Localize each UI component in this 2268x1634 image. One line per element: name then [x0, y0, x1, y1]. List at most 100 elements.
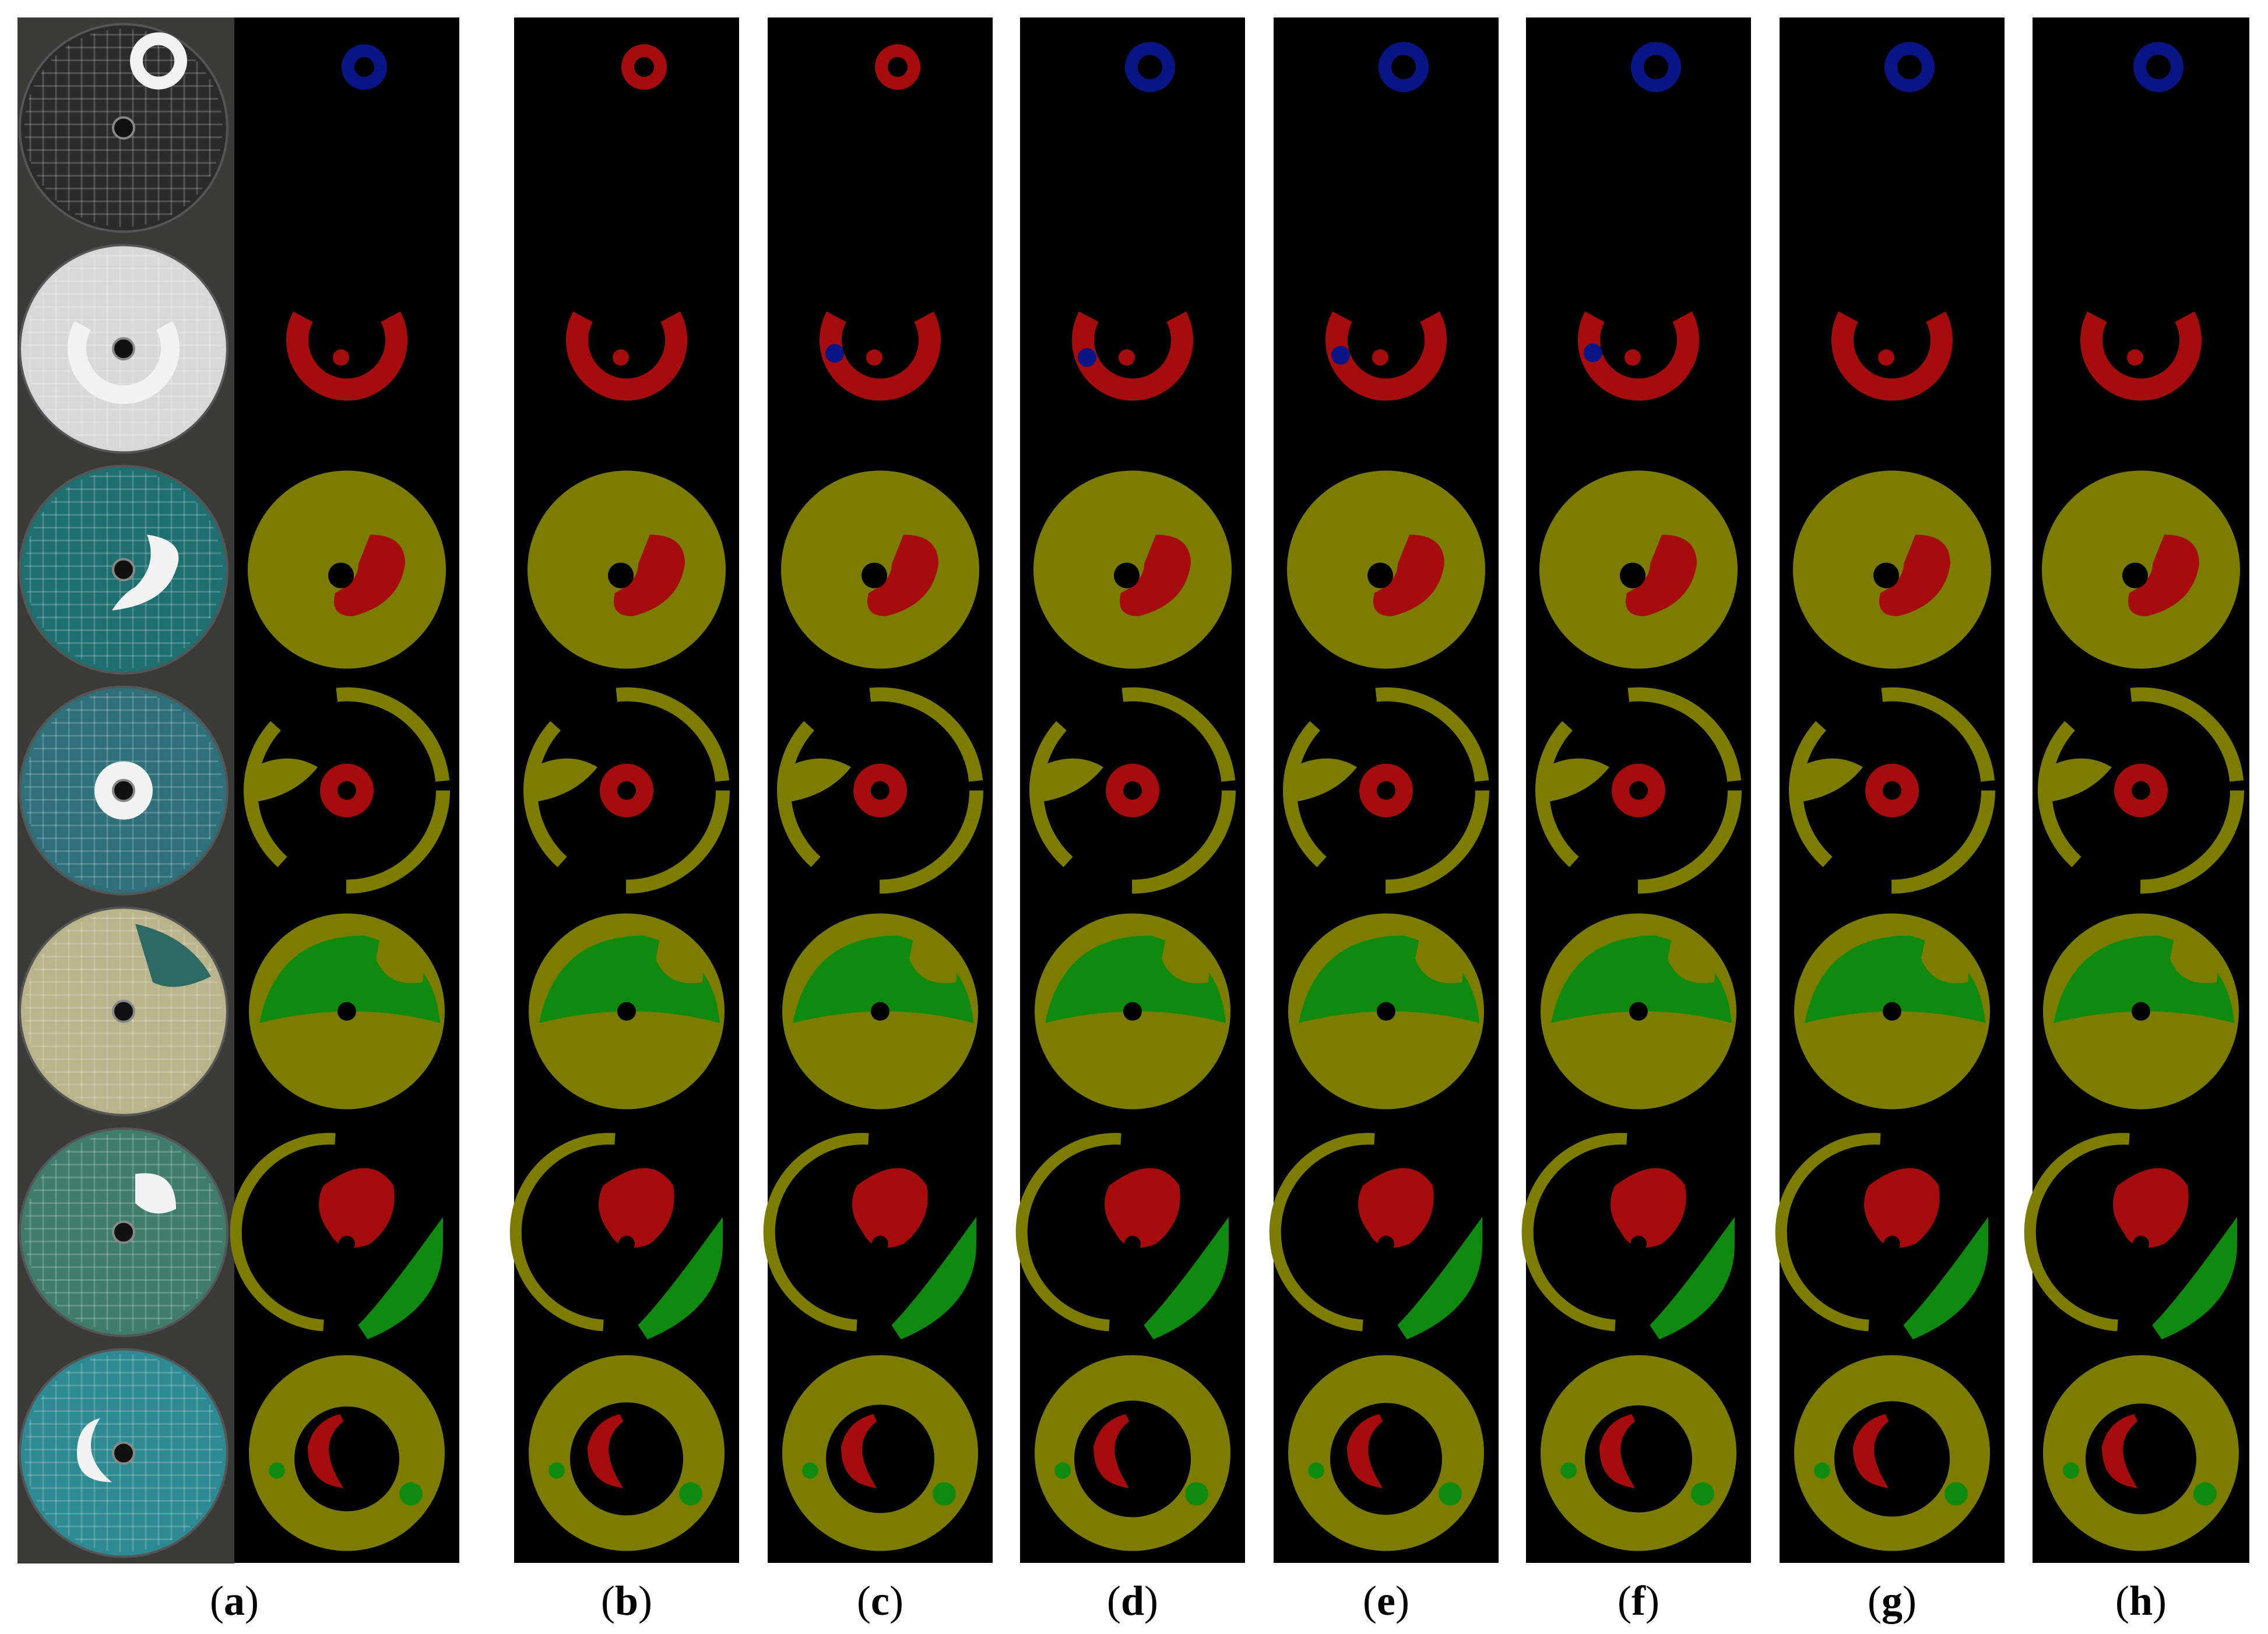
red-region	[1120, 534, 1191, 617]
green-region	[933, 1482, 956, 1506]
olive-wedge-region	[787, 758, 851, 802]
hub-hole	[1367, 562, 1393, 589]
panel-label-e: (e)	[1363, 1577, 1409, 1624]
red-region	[334, 534, 405, 617]
green-region	[1691, 1482, 1714, 1506]
blue-artifact	[1331, 346, 1350, 365]
hub-hole	[1629, 1002, 1648, 1021]
olive-wedge-region	[254, 758, 318, 802]
green-region	[548, 1462, 565, 1479]
disc-hub	[112, 1220, 135, 1244]
green-region	[1144, 1217, 1229, 1340]
dark-interior	[1074, 1400, 1191, 1517]
olive-arc-region	[2024, 1133, 2130, 1332]
red-region	[1346, 1414, 1383, 1489]
horseshoe-region	[566, 311, 687, 401]
green-region	[1308, 1462, 1324, 1479]
center-spot	[333, 349, 349, 366]
olive-arc-region	[1283, 687, 1489, 894]
olive-arc-region	[763, 1133, 869, 1332]
hub-hole	[337, 781, 356, 800]
hub-hole	[2122, 562, 2148, 589]
red-region	[841, 1414, 877, 1489]
horseshoe-region	[1831, 311, 1953, 401]
hub-hole	[871, 781, 889, 800]
green-region	[1439, 1482, 1462, 1506]
red-region	[2113, 1168, 2189, 1248]
hub-hole	[1620, 562, 1645, 589]
dark-interior	[570, 1402, 683, 1516]
red-region	[1105, 1168, 1180, 1248]
ring-region	[621, 44, 667, 90]
panel-label-g: (g)	[1868, 1577, 1917, 1624]
green-region	[1185, 1482, 1208, 1506]
disc-hub	[112, 558, 135, 582]
olive-arc-region	[1269, 1133, 1375, 1332]
hub-hole	[1883, 1002, 1901, 1021]
olive-wedge-region	[1039, 758, 1103, 802]
red-region	[852, 1168, 928, 1248]
hub-hole	[1114, 562, 1140, 589]
hub-hole	[1883, 781, 1901, 800]
hub-hole	[862, 562, 887, 589]
white-streak-patch	[112, 534, 179, 611]
panel-label-h: (h)	[2115, 1577, 2167, 1624]
olive-arc-region	[1535, 687, 1742, 894]
olive-lobe-region	[1921, 929, 1969, 984]
green-region	[1397, 1217, 1483, 1340]
green-region	[679, 1482, 702, 1506]
panel-label-c: (c)	[857, 1577, 903, 1624]
green-region	[2063, 1462, 2079, 1479]
olive-lobe-region	[376, 929, 424, 984]
hub-hole	[1884, 1235, 1900, 1252]
dark-interior	[2086, 1403, 2196, 1515]
hub-hole	[1377, 1002, 1395, 1021]
hub-hole	[1629, 781, 1648, 800]
green-region	[1650, 1217, 1735, 1340]
disc-hub	[112, 337, 135, 361]
olive-arc-region	[1789, 687, 1995, 894]
white-c-patch	[77, 1418, 112, 1482]
red-region	[1879, 534, 1950, 617]
ring-region	[875, 44, 920, 90]
olive-wedge-region	[1799, 758, 1863, 802]
white-patch	[135, 1173, 176, 1214]
green-region	[638, 1217, 723, 1340]
center-spot	[1624, 349, 1641, 366]
green-region	[1903, 1217, 1989, 1340]
panel-label-a: (a)	[210, 1577, 259, 1624]
olive-arc-region	[1029, 687, 1236, 894]
ring-region	[342, 44, 387, 90]
green-region	[891, 1217, 977, 1340]
panel-label-f: (f)	[1618, 1577, 1659, 1624]
red-region	[2128, 534, 2199, 617]
hub-hole	[339, 1235, 355, 1252]
red-region	[307, 1414, 344, 1489]
hub-hole	[1123, 781, 1142, 800]
hub-hole	[618, 1235, 635, 1252]
ring-region	[1631, 42, 1681, 92]
panel-label-d: (d)	[1106, 1577, 1158, 1624]
red-region	[1358, 1168, 1434, 1248]
red-region	[1626, 534, 1697, 617]
hub-hole	[871, 1002, 889, 1021]
olive-arc-region	[777, 687, 983, 894]
horseshoe-region	[1072, 311, 1193, 401]
center-spot	[1878, 349, 1894, 366]
green-region	[399, 1482, 423, 1506]
disc-hub	[112, 1441, 135, 1465]
hub-hole	[337, 1002, 356, 1021]
olive-arc-region	[230, 1133, 336, 1332]
red-region	[2101, 1414, 2138, 1489]
panel-label-b: (b)	[600, 1577, 652, 1624]
hub-hole	[1377, 781, 1395, 800]
red-region	[319, 1168, 395, 1248]
red-region	[614, 534, 685, 617]
center-spot	[1372, 349, 1388, 366]
red-region	[1611, 1168, 1686, 1248]
disc-hub	[112, 116, 135, 140]
green-region	[1944, 1482, 1968, 1506]
red-region	[1864, 1168, 1940, 1248]
horseshoe-region	[286, 311, 407, 401]
